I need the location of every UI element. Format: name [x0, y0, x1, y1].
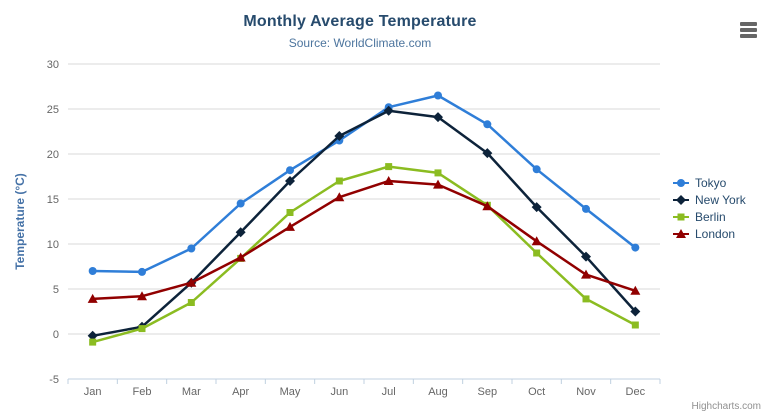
legend-label: London: [695, 226, 736, 241]
legend-item-london[interactable]: London: [673, 225, 746, 242]
svg-text:20: 20: [47, 149, 59, 161]
svg-text:Mar: Mar: [182, 386, 201, 398]
svg-text:Temperature (°C): Temperature (°C): [13, 173, 27, 270]
svg-text:0: 0: [53, 329, 59, 341]
hamburger-bar: [740, 34, 757, 38]
chart-subtitle: Source: WorldClimate.com: [288, 36, 432, 50]
berlin-series-marker-icon: [673, 213, 689, 220]
legend-label: Tokyo: [695, 175, 727, 190]
chart-title: Monthly Average Temperature: [243, 13, 477, 30]
hamburger-menu-icon[interactable]: [740, 22, 757, 40]
svg-text:Sep: Sep: [478, 386, 498, 398]
svg-text:Nov: Nov: [576, 386, 596, 398]
hamburger-bar: [740, 22, 757, 26]
legend-item-new-york[interactable]: New York: [673, 191, 746, 208]
new-york-series-marker-icon: [673, 194, 689, 205]
legend: Tokyo New York Berlin London: [673, 174, 746, 242]
svg-text:May: May: [280, 386, 301, 398]
legend-label: Berlin: [695, 209, 726, 224]
london-series-marker-icon: [673, 228, 689, 238]
svg-text:Apr: Apr: [232, 386, 249, 398]
svg-text:Feb: Feb: [133, 386, 152, 398]
svg-text:Aug: Aug: [428, 386, 448, 398]
svg-text:Dec: Dec: [626, 386, 646, 398]
hamburger-bar: [740, 28, 757, 32]
legend-item-tokyo[interactable]: Tokyo: [673, 174, 746, 191]
svg-text:Jul: Jul: [382, 386, 396, 398]
svg-text:Jan: Jan: [84, 386, 102, 398]
svg-text:25: 25: [47, 104, 59, 116]
svg-text:15: 15: [47, 194, 59, 206]
tokyo-series-marker-icon: [673, 178, 689, 187]
svg-text:Jun: Jun: [330, 386, 348, 398]
highcharts-credit-link[interactable]: Highcharts.com: [691, 401, 761, 412]
svg-text:-5: -5: [49, 374, 59, 386]
svg-text:30: 30: [47, 59, 59, 71]
legend-label: New York: [695, 192, 746, 207]
svg-text:5: 5: [53, 284, 59, 296]
legend-item-berlin[interactable]: Berlin: [673, 208, 746, 225]
svg-text:10: 10: [47, 239, 59, 251]
svg-text:Oct: Oct: [528, 386, 545, 398]
